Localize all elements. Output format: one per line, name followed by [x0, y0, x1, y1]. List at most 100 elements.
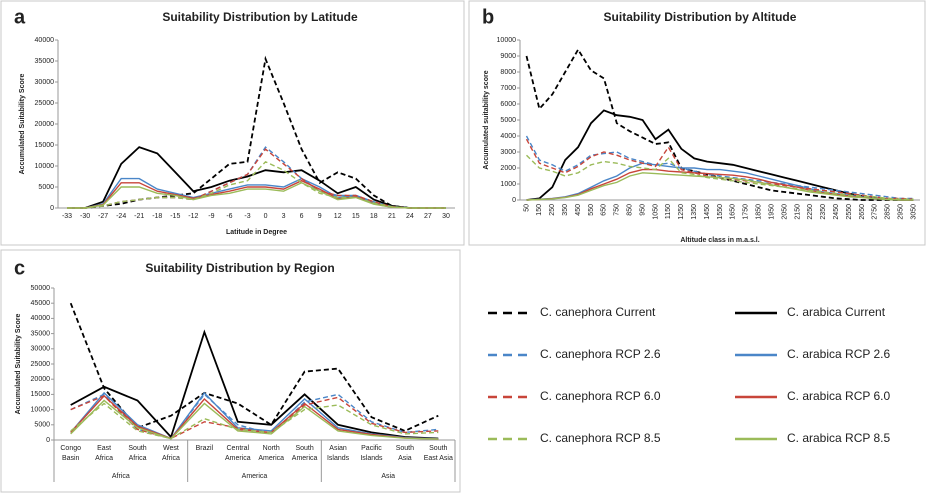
x-tick-label: 250	[549, 204, 556, 216]
y-tick-label: 6000	[500, 101, 516, 108]
x-tick-label: 21	[388, 213, 396, 220]
y-tick-label: 10000	[35, 163, 55, 170]
chart-title: Suitability Distribution by Latitude	[162, 10, 358, 24]
legend-label: C. canephora RCP 6.0	[540, 389, 661, 403]
x-axis-label: Latitude in Degree	[226, 229, 287, 236]
legend-label: C. canephora RCP 2.6	[540, 347, 661, 361]
series-line	[67, 55, 446, 209]
x-tick-label: 12	[334, 213, 342, 220]
series-line	[526, 109, 914, 201]
x-tick-label: 24	[406, 213, 414, 220]
series-line	[70, 402, 439, 440]
x-tick-label: Congo Basin	[60, 445, 81, 462]
x-tick-label: 2150	[794, 204, 801, 220]
y-tick-label: 1000	[500, 181, 516, 188]
x-tick-label: -33	[62, 213, 72, 220]
x-tick-label: 2750	[872, 204, 879, 220]
y-tick-label: 3000	[500, 149, 516, 156]
x-tick-label: 1250	[678, 204, 685, 220]
x-tick-label: 2850	[885, 204, 892, 220]
x-tick-label: 18	[370, 213, 378, 220]
series-line	[67, 146, 446, 209]
x-tick-label: 9	[318, 213, 322, 220]
x-tick-label: 3050	[910, 204, 917, 220]
series-line	[70, 329, 439, 440]
x-tick-label: 850	[627, 204, 634, 216]
x-tick-label: 2950	[897, 204, 904, 220]
x-tick-label: North America	[258, 445, 284, 462]
series-line	[70, 399, 439, 440]
x-tick-label: South East Asia	[424, 445, 453, 462]
series-line	[67, 160, 446, 209]
x-tick-label: 2550	[846, 204, 853, 220]
group-label: Asia	[381, 473, 395, 480]
y-tick-label: 10000	[497, 37, 517, 44]
y-tick-label: 2000	[500, 165, 516, 172]
x-tick-label: East Africa	[95, 445, 113, 462]
x-tick-label: 2350	[820, 204, 827, 220]
y-tick-label: 5000	[34, 422, 50, 429]
x-tick-label: 1650	[730, 204, 737, 220]
x-tick-label: 27	[424, 213, 432, 220]
series-line	[67, 182, 446, 209]
series-line	[525, 135, 914, 200]
y-axis-label: Accumulated Suitability Score	[19, 74, 26, 175]
x-tick-label: South Asia	[396, 445, 414, 462]
series-line	[526, 154, 914, 200]
y-tick-label: 0	[512, 197, 516, 204]
x-tick-label: Pacific Islands	[360, 445, 383, 462]
x-tick-label: 3	[282, 213, 286, 220]
x-tick-label: -18	[152, 213, 162, 220]
x-axis-label: Altitude class in m.a.s.l.	[680, 237, 759, 244]
series-line	[67, 146, 446, 209]
x-tick-label: 6	[300, 213, 304, 220]
y-tick-label: 0	[50, 205, 54, 212]
y-tick-label: 45000	[31, 300, 51, 307]
x-tick-label: -30	[80, 213, 90, 220]
y-tick-label: 25000	[31, 361, 51, 368]
x-tick-label: -6	[226, 213, 232, 220]
x-tick-label: 950	[639, 204, 646, 216]
series-line	[526, 172, 914, 201]
x-tick-label: 15	[352, 213, 360, 220]
y-tick-label: 25000	[35, 100, 55, 107]
x-tick-label: 750	[614, 204, 621, 216]
y-tick-label: 9000	[500, 53, 516, 60]
legend-label: C. canephora Current	[540, 305, 656, 319]
legend-label: C. arabica RCP 2.6	[787, 347, 890, 361]
x-tick-label: 2650	[859, 204, 866, 220]
panel-letter: c	[14, 257, 25, 279]
y-tick-label: 7000	[500, 85, 516, 92]
x-tick-label: -21	[134, 213, 144, 220]
series-line	[69, 302, 439, 432]
x-tick-label: -15	[170, 213, 180, 220]
y-tick-label: 0	[46, 437, 50, 444]
x-tick-label: 30	[442, 213, 450, 220]
x-tick-label: 50	[523, 204, 530, 212]
x-tick-label: Central America	[225, 445, 251, 462]
chart-title: Suitability Distribution by Altitude	[604, 10, 797, 24]
x-tick-label: 1750	[743, 204, 750, 220]
panel-letter: b	[482, 6, 494, 28]
panel-frame	[0, 249, 461, 493]
x-tick-label: 1450	[704, 204, 711, 220]
y-tick-label: 5000	[38, 184, 54, 191]
y-tick-label: 20000	[31, 376, 51, 383]
x-tick-label: Asian Islands	[327, 445, 350, 462]
x-tick-label: 1850	[756, 204, 763, 220]
y-tick-label: 50000	[31, 285, 51, 292]
series-line	[526, 168, 914, 201]
panel-frame	[0, 0, 465, 246]
group-label: America	[242, 473, 268, 480]
y-axis-label: Accumulated suitability score	[483, 70, 490, 169]
panel-frame	[468, 0, 926, 246]
x-tick-label: -27	[98, 213, 108, 220]
x-tick-label: 1350	[691, 204, 698, 220]
y-tick-label: 35000	[31, 330, 51, 337]
y-tick-label: 10000	[31, 406, 51, 413]
x-tick-label: 1150	[665, 204, 672, 219]
legend-label: C. arabica Current	[787, 305, 886, 319]
series-line	[70, 393, 439, 440]
x-tick-label: 550	[588, 204, 595, 216]
